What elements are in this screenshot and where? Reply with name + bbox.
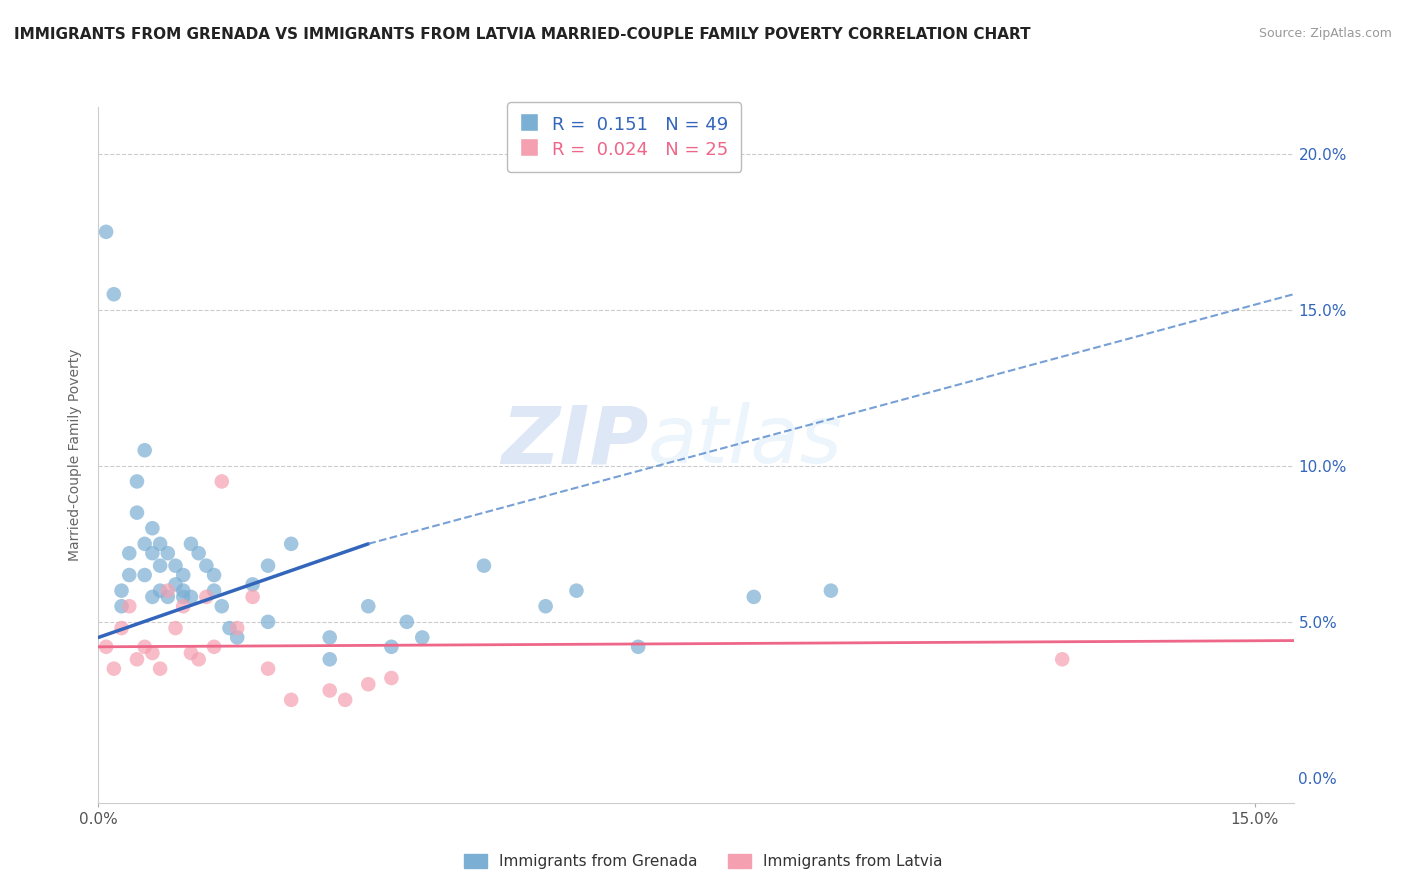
Point bbox=[242, 577, 264, 591]
Point bbox=[226, 631, 249, 645]
Point bbox=[357, 599, 380, 614]
Point bbox=[226, 621, 249, 635]
Point bbox=[110, 621, 132, 635]
Point bbox=[149, 662, 172, 676]
Point bbox=[280, 693, 302, 707]
Point bbox=[211, 475, 233, 489]
Point bbox=[172, 599, 194, 614]
Point bbox=[103, 287, 125, 301]
Point bbox=[172, 590, 194, 604]
Point bbox=[165, 558, 187, 573]
Point bbox=[165, 621, 187, 635]
Point bbox=[134, 537, 156, 551]
Point bbox=[134, 568, 156, 582]
Point bbox=[141, 646, 163, 660]
Y-axis label: Married-Couple Family Poverty: Married-Couple Family Poverty bbox=[69, 349, 83, 561]
Point bbox=[257, 615, 280, 629]
Point bbox=[319, 631, 342, 645]
Point bbox=[218, 621, 240, 635]
Point bbox=[202, 568, 225, 582]
Point bbox=[202, 640, 225, 654]
Point bbox=[627, 640, 650, 654]
Point bbox=[141, 590, 163, 604]
Point bbox=[565, 583, 588, 598]
Point bbox=[195, 590, 218, 604]
Point bbox=[172, 568, 194, 582]
Point bbox=[110, 583, 132, 598]
Point bbox=[172, 583, 194, 598]
Point bbox=[125, 652, 148, 666]
Text: atlas: atlas bbox=[648, 402, 844, 480]
Point bbox=[180, 537, 202, 551]
Point bbox=[333, 693, 356, 707]
Point bbox=[149, 583, 172, 598]
Point bbox=[134, 443, 156, 458]
Point bbox=[156, 546, 179, 560]
Point bbox=[180, 646, 202, 660]
Text: Source: ZipAtlas.com: Source: ZipAtlas.com bbox=[1258, 27, 1392, 40]
Legend: R =  0.151   N = 49, R =  0.024   N = 25: R = 0.151 N = 49, R = 0.024 N = 25 bbox=[508, 103, 741, 171]
Point bbox=[156, 583, 179, 598]
Point bbox=[202, 583, 225, 598]
Point bbox=[103, 662, 125, 676]
Point bbox=[165, 577, 187, 591]
Point bbox=[211, 599, 233, 614]
Point bbox=[319, 652, 342, 666]
Point bbox=[357, 677, 380, 691]
Point bbox=[187, 652, 209, 666]
Point bbox=[134, 640, 156, 654]
Point bbox=[187, 546, 209, 560]
Point bbox=[257, 662, 280, 676]
Point bbox=[149, 558, 172, 573]
Point bbox=[94, 640, 117, 654]
Point bbox=[110, 599, 132, 614]
Point bbox=[380, 671, 402, 685]
Point bbox=[125, 475, 148, 489]
Point bbox=[125, 506, 148, 520]
Text: IMMIGRANTS FROM GRENADA VS IMMIGRANTS FROM LATVIA MARRIED-COUPLE FAMILY POVERTY : IMMIGRANTS FROM GRENADA VS IMMIGRANTS FR… bbox=[14, 27, 1031, 42]
Point bbox=[118, 568, 141, 582]
Point bbox=[156, 590, 179, 604]
Point bbox=[380, 640, 402, 654]
Point bbox=[742, 590, 765, 604]
Point bbox=[141, 521, 163, 535]
Point bbox=[534, 599, 557, 614]
Point bbox=[820, 583, 842, 598]
Text: ZIP: ZIP bbox=[501, 402, 648, 480]
Point bbox=[141, 546, 163, 560]
Point bbox=[411, 631, 433, 645]
Point bbox=[395, 615, 418, 629]
Point bbox=[118, 599, 141, 614]
Point bbox=[280, 537, 302, 551]
Point bbox=[149, 537, 172, 551]
Point bbox=[180, 590, 202, 604]
Point bbox=[257, 558, 280, 573]
Legend: Immigrants from Grenada, Immigrants from Latvia: Immigrants from Grenada, Immigrants from… bbox=[457, 848, 949, 875]
Point bbox=[319, 683, 342, 698]
Point bbox=[472, 558, 495, 573]
Point bbox=[242, 590, 264, 604]
Point bbox=[1050, 652, 1073, 666]
Point bbox=[195, 558, 218, 573]
Point bbox=[118, 546, 141, 560]
Point bbox=[94, 225, 117, 239]
